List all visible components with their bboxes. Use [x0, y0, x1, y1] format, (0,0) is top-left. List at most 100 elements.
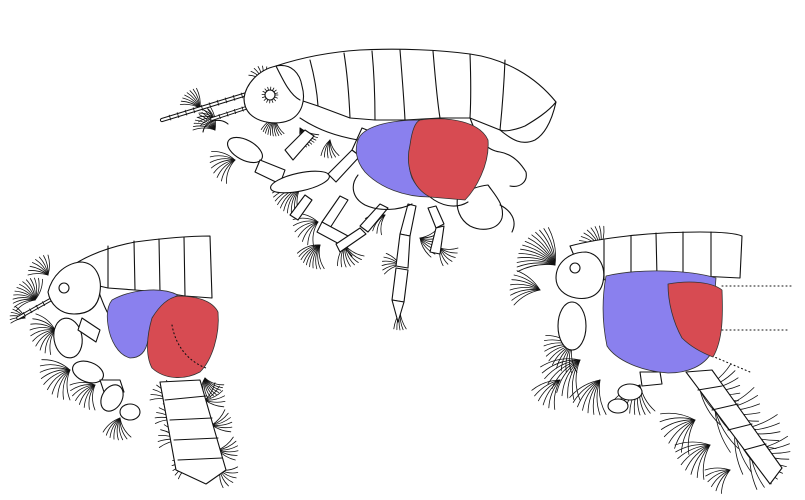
- seta: [548, 379, 561, 409]
- seta: [297, 244, 321, 254]
- seta: [674, 441, 711, 446]
- seta: [39, 329, 56, 351]
- seta: [520, 248, 556, 266]
- seta: [32, 318, 56, 331]
- seta: [527, 237, 556, 266]
- seta: [556, 359, 581, 393]
- seta: [380, 214, 386, 236]
- eye-icon: [264, 89, 276, 101]
- urosome: [685, 369, 783, 485]
- seta: [541, 359, 581, 374]
- eye-icon: [569, 262, 581, 274]
- seta: [30, 329, 56, 337]
- seta: [35, 259, 49, 276]
- antenna-1: [159, 90, 253, 123]
- seta: [715, 469, 731, 492]
- seta: [211, 150, 236, 161]
- seta: [211, 417, 231, 426]
- seta: [517, 257, 556, 266]
- seta: [216, 159, 236, 178]
- seta: [534, 379, 561, 397]
- seta: [302, 221, 319, 242]
- antenna-segment: [35, 304, 39, 310]
- highlight-red-region: [667, 281, 723, 358]
- segment-line: [399, 49, 406, 121]
- antenna-segment: [42, 301, 46, 306]
- seta: [714, 409, 731, 453]
- urosome-segments: [697, 385, 767, 451]
- leg-segment: [391, 267, 409, 303]
- seta: [721, 469, 731, 494]
- seta: [320, 139, 331, 156]
- segment-boundaries: [309, 49, 506, 131]
- coxa-plate: [352, 174, 413, 210]
- seta: [540, 358, 581, 368]
- seta: [40, 369, 71, 379]
- seta: [439, 247, 459, 250]
- antenna-segment: [216, 99, 220, 106]
- amphipod-right: [509, 225, 793, 494]
- seta: [544, 359, 581, 379]
- seta: [92, 384, 96, 411]
- seta: [83, 384, 96, 408]
- seta: [677, 444, 711, 459]
- segment-line: [499, 59, 506, 131]
- seta: [675, 444, 711, 453]
- seta: [439, 247, 458, 254]
- legs: [53, 317, 141, 421]
- seta: [34, 278, 43, 301]
- dorsal-tergites: [275, 48, 557, 132]
- leg-segment: [427, 205, 445, 229]
- seta: [535, 231, 556, 266]
- segment-line: [697, 385, 723, 391]
- coxa-edge: [299, 117, 359, 141]
- seta: [79, 384, 96, 405]
- seta: [567, 359, 581, 399]
- seta: [509, 287, 541, 291]
- gnathopod-1: [202, 119, 315, 185]
- seta: [516, 270, 541, 291]
- seta: [522, 244, 556, 266]
- seta: [116, 417, 121, 441]
- seta: [47, 369, 71, 391]
- antenna-shaft-inner: [17, 299, 51, 319]
- seta: [539, 229, 556, 266]
- gnathopod-carpus: [77, 317, 101, 343]
- gnathopod-propodus: [227, 136, 263, 164]
- segment-line: [711, 403, 739, 411]
- seta: [696, 444, 711, 478]
- segment-line: [309, 59, 319, 107]
- leg-segment: [395, 233, 411, 269]
- segment-line: [158, 238, 161, 293]
- seta: [221, 159, 236, 182]
- seta: [685, 444, 711, 471]
- seta: [376, 214, 386, 234]
- amphipod-left: [9, 235, 239, 489]
- leg-segment: [399, 203, 417, 237]
- seta: [598, 379, 607, 415]
- seta: [204, 395, 225, 401]
- seta: [88, 384, 96, 410]
- antenna-segment: [29, 308, 33, 314]
- seta: [297, 221, 319, 238]
- seta: [294, 221, 319, 233]
- head: [555, 251, 605, 300]
- segment-line: [743, 443, 767, 451]
- seta: [43, 255, 49, 276]
- seta: [29, 265, 49, 276]
- seta: [30, 323, 56, 331]
- seta: [292, 217, 319, 223]
- seta: [711, 469, 731, 488]
- gnathopod-carpus: [327, 149, 361, 183]
- seta: [66, 369, 71, 401]
- segment-line: [343, 52, 351, 119]
- seta: [57, 369, 71, 398]
- antenna-segments: [22, 301, 46, 317]
- urosome: [159, 379, 227, 485]
- seta: [660, 412, 696, 421]
- eye-icon: [58, 282, 70, 294]
- antenna-segment: [224, 97, 228, 104]
- antenna-segment: [200, 104, 204, 111]
- segment-line: [169, 417, 213, 421]
- seta: [543, 228, 556, 266]
